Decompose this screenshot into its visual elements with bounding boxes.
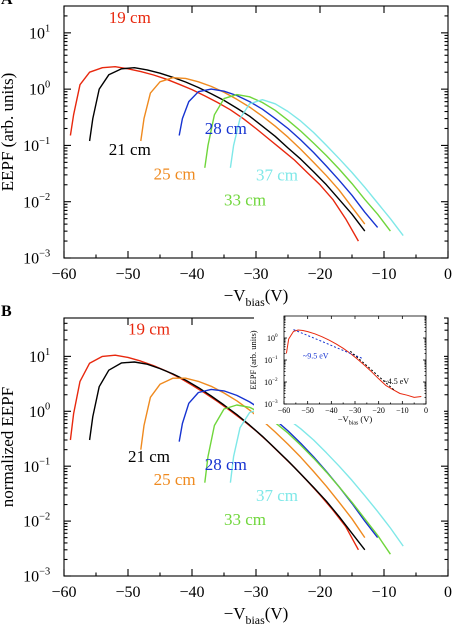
series-line-5 (229, 99, 404, 237)
panel-letter: A (1, 0, 13, 8)
series-line-0 (285, 329, 422, 398)
series-line-3 (178, 88, 379, 228)
plot-frame (63, 5, 449, 259)
y-tick-label: 10−3 (264, 399, 278, 409)
inset-background (254, 312, 444, 424)
series-label: 33 cm (224, 510, 266, 529)
x-tick-label: 0 (424, 406, 428, 415)
x-tick-label: −10 (396, 406, 409, 415)
series-label: 37 cm (256, 165, 298, 184)
y-axis-label: EEPF (arb. units) (248, 330, 258, 389)
x-tick-label: −50 (115, 584, 140, 601)
x-axis-label: −Vbias (V) (338, 414, 373, 427)
series-label: 21 cm (109, 140, 151, 159)
series-label: 33 cm (224, 191, 266, 210)
series-line-1 (88, 67, 366, 232)
x-tick-label: 0 (444, 584, 452, 601)
x-tick-label: −60 (51, 266, 76, 283)
x-tick-label: −50 (301, 406, 314, 415)
series-label: 28 cm (205, 119, 247, 138)
series-line-5 (229, 407, 404, 547)
series-line-2 (349, 350, 396, 392)
x-tick-label: −50 (115, 266, 140, 283)
x-tick-label: −20 (307, 266, 332, 283)
chart-panel-A: −60 −50 −40 −30 −20 −10 0 10−3 10−2 10−1 100 101 −Vb… (0, 0, 452, 309)
x-tick-label: −30 (243, 266, 268, 283)
series-label: 19 cm (109, 8, 151, 27)
series-label: 37 cm (256, 486, 298, 505)
series-label: 28 cm (205, 455, 247, 474)
series-line-4 (204, 404, 391, 555)
series-line-1 (293, 329, 363, 359)
series-label: 19 cm (128, 320, 170, 339)
y-axis-label: normalized EEPF (0, 387, 17, 507)
series-label: 25 cm (154, 164, 196, 183)
y-tick-label: 10−1 (23, 457, 50, 476)
x-tick-label: −20 (372, 406, 385, 415)
y-tick-label: 10−2 (23, 511, 50, 530)
series-line-0 (69, 66, 360, 242)
series-line-1 (88, 361, 366, 551)
x-tick-label: −60 (278, 406, 291, 415)
x-tick-label: −40 (179, 584, 204, 601)
x-tick-label: −10 (371, 584, 396, 601)
y-tick-label: 100 (29, 402, 50, 421)
y-tick-label: 100 (29, 80, 50, 99)
y-tick-label: 10−1 (23, 136, 50, 155)
series-label: 21 cm (128, 447, 170, 466)
chart-panel-B: −60 −50 −40 −30 −20 −10 0 10−3 10−2 10−1 100 101 −Vb… (0, 303, 452, 627)
x-tick-label: −60 (51, 584, 76, 601)
x-axis-label: −Vbias(V) (224, 604, 289, 627)
annotation-label: ~9.5 eV (303, 351, 329, 360)
x-tick-label: −30 (243, 584, 268, 601)
panel-letter: B (1, 303, 12, 320)
y-tick-label: 10−2 (264, 377, 278, 387)
x-axis-label: −Vbias(V) (224, 286, 289, 309)
x-tick-label: −20 (307, 584, 332, 601)
y-axis-label: EEPF (arb. units) (0, 73, 17, 192)
y-tick-label: 101 (29, 347, 50, 366)
x-tick-label: −10 (371, 266, 396, 283)
annotation-label: ~4.5 eV (383, 377, 409, 386)
x-tick-label: 0 (444, 266, 452, 283)
y-tick-label: 10−3 (23, 248, 50, 267)
x-tick-label: −40 (179, 266, 204, 283)
y-tick-label: 10−2 (23, 192, 50, 211)
series-line-2 (140, 77, 366, 225)
series-line-4 (204, 93, 391, 232)
y-tick-label: 100 (267, 333, 278, 343)
chart-panel-inset: −60 −50 −40 −30 −20 −10 0 10−3 10−2 10−1 100 −Vbias… (248, 315, 428, 427)
series-label: 25 cm (154, 470, 196, 489)
y-tick-label: 10−3 (23, 566, 50, 585)
y-tick-label: 101 (29, 23, 50, 42)
y-tick-label: 10−1 (264, 355, 278, 365)
x-tick-label: −40 (325, 406, 338, 415)
x-tick-label: −30 (349, 406, 362, 415)
